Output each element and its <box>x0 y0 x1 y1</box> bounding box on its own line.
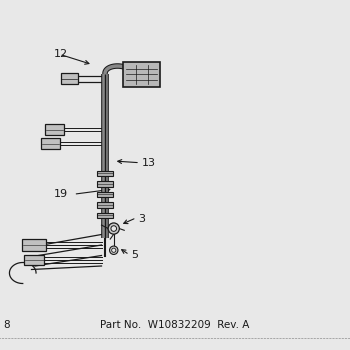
Circle shape <box>108 223 119 234</box>
FancyBboxPatch shape <box>97 202 113 208</box>
FancyBboxPatch shape <box>97 171 113 176</box>
Text: 12: 12 <box>54 49 68 59</box>
Circle shape <box>111 226 117 231</box>
FancyBboxPatch shape <box>22 239 46 251</box>
Text: 8: 8 <box>3 320 9 330</box>
FancyBboxPatch shape <box>24 255 44 265</box>
Text: 5: 5 <box>131 251 138 260</box>
FancyBboxPatch shape <box>45 124 64 134</box>
FancyBboxPatch shape <box>97 213 113 218</box>
Circle shape <box>112 248 116 252</box>
Text: 19: 19 <box>54 189 68 199</box>
FancyBboxPatch shape <box>123 62 160 87</box>
FancyBboxPatch shape <box>97 192 113 197</box>
Text: 13: 13 <box>142 158 156 168</box>
Text: 3: 3 <box>138 214 145 224</box>
FancyBboxPatch shape <box>61 73 78 84</box>
Circle shape <box>110 246 118 254</box>
Text: Part No.  W10832209  Rev. A: Part No. W10832209 Rev. A <box>100 320 250 330</box>
FancyBboxPatch shape <box>41 138 60 148</box>
FancyBboxPatch shape <box>97 181 113 187</box>
